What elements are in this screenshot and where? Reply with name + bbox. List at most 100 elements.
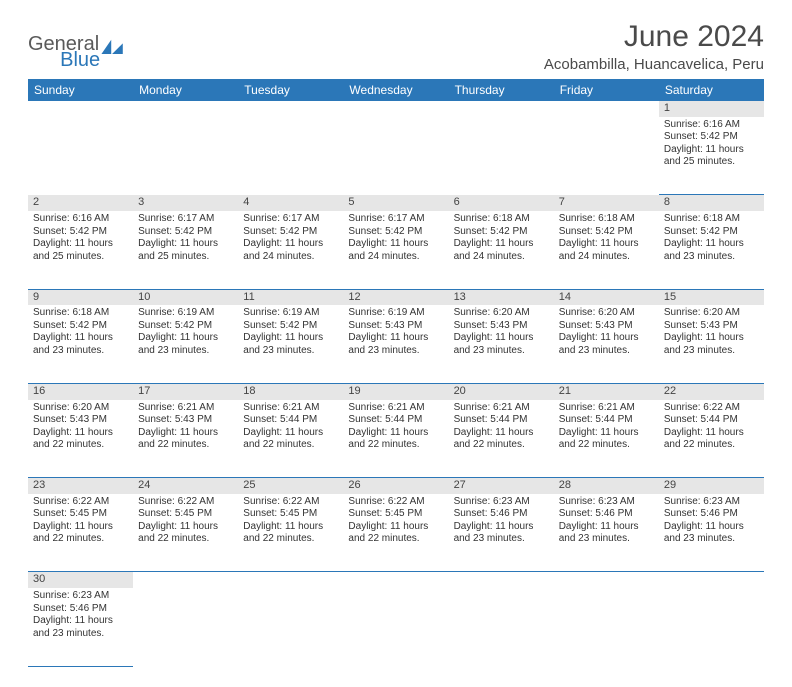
day-details-cell — [343, 588, 448, 666]
day-details-cell: Sunrise: 6:17 AMSunset: 5:42 PMDaylight:… — [238, 211, 343, 289]
day-number-cell: 8 — [659, 195, 764, 211]
sunrise-line: Sunrise: 6:16 AM — [33, 213, 128, 226]
sunset-line: Sunset: 5:45 PM — [243, 508, 338, 521]
day-number-cell: 3 — [133, 195, 238, 211]
day-details-cell: Sunrise: 6:18 AMSunset: 5:42 PMDaylight:… — [659, 211, 764, 289]
sunrise-line: Sunrise: 6:17 AM — [348, 213, 443, 226]
day-details-cell: Sunrise: 6:23 AMSunset: 5:46 PMDaylight:… — [449, 494, 554, 572]
day-number-cell: 6 — [449, 195, 554, 211]
daylight-line: Daylight: 11 hours and 22 minutes. — [559, 427, 654, 452]
weekday-header: Monday — [133, 79, 238, 101]
brand-logo: GeneralBlue — [28, 34, 126, 70]
day-details-cell: Sunrise: 6:19 AMSunset: 5:42 PMDaylight:… — [133, 305, 238, 383]
day-details-cell: Sunrise: 6:21 AMSunset: 5:43 PMDaylight:… — [133, 400, 238, 478]
title-block: June 2024 Acobambilla, Huancavelica, Per… — [544, 20, 764, 73]
sunset-line: Sunset: 5:42 PM — [243, 226, 338, 239]
day-details-cell: Sunrise: 6:21 AMSunset: 5:44 PMDaylight:… — [238, 400, 343, 478]
day-number-cell: 18 — [238, 383, 343, 399]
daylight-line: Daylight: 11 hours and 22 minutes. — [138, 521, 233, 546]
weekday-header: Tuesday — [238, 79, 343, 101]
daylight-line: Daylight: 11 hours and 23 minutes. — [33, 615, 128, 640]
header: GeneralBlue June 2024 Acobambilla, Huanc… — [28, 20, 764, 73]
sunrise-line: Sunrise: 6:21 AM — [138, 402, 233, 415]
day-details-cell: Sunrise: 6:18 AMSunset: 5:42 PMDaylight:… — [449, 211, 554, 289]
day-number-cell — [133, 572, 238, 588]
daylight-line: Daylight: 11 hours and 23 minutes. — [664, 332, 759, 357]
day-details-cell — [238, 117, 343, 195]
daylight-line: Daylight: 11 hours and 23 minutes. — [454, 332, 549, 357]
sunset-line: Sunset: 5:43 PM — [138, 414, 233, 427]
sunrise-line: Sunrise: 6:16 AM — [664, 119, 759, 132]
sunset-line: Sunset: 5:42 PM — [138, 320, 233, 333]
day-number-cell: 10 — [133, 289, 238, 305]
sunrise-line: Sunrise: 6:20 AM — [664, 307, 759, 320]
day-number-cell — [133, 101, 238, 117]
daylight-line: Daylight: 11 hours and 22 minutes. — [664, 427, 759, 452]
daylight-line: Daylight: 11 hours and 22 minutes. — [348, 521, 443, 546]
day-details-row: Sunrise: 6:16 AM Sunset: 5:42 PM Daylight:… — [28, 211, 764, 289]
day-number-cell — [238, 572, 343, 588]
day-number-cell: 5 — [343, 195, 448, 211]
sunset-line: Sunset: 5:43 PM — [33, 414, 128, 427]
day-number-cell: 15 — [659, 289, 764, 305]
day-details-cell: Sunrise: 6:16 AMSunset: 5:42 PMDaylight:… — [28, 211, 133, 289]
day-number-cell: 21 — [554, 383, 659, 399]
daylight-line: Daylight: 11 hours and 24 minutes. — [559, 238, 654, 263]
daylight-line: Daylight: 11 hours and 23 minutes. — [664, 521, 759, 546]
location-label: Acobambilla, Huancavelica, Peru — [544, 56, 764, 73]
sunrise-line: Sunrise: 6:21 AM — [454, 402, 549, 415]
day-details-cell: Sunrise: 6:22 AMSunset: 5:45 PMDaylight:… — [343, 494, 448, 572]
daylight-line: Daylight: 11 hours and 22 minutes. — [243, 427, 338, 452]
day-number-cell: 25 — [238, 478, 343, 494]
daylight-line: Daylight: 11 hours and 22 minutes. — [348, 427, 443, 452]
sunrise-line: Sunrise: 6:20 AM — [454, 307, 549, 320]
day-number-cell — [343, 572, 448, 588]
day-number-cell: 20 — [449, 383, 554, 399]
day-details-cell: Sunrise: 6:22 AMSunset: 5:44 PMDaylight:… — [659, 400, 764, 478]
sunrise-line: Sunrise: 6:23 AM — [559, 496, 654, 509]
day-details-cell: Sunrise: 6:22 AMSunset: 5:45 PMDaylight:… — [28, 494, 133, 572]
day-details-cell: Sunrise: 6:23 AMSunset: 5:46 PMDaylight:… — [28, 588, 133, 666]
day-number-cell: 27 — [449, 478, 554, 494]
weekday-header: Sunday — [28, 79, 133, 101]
sunrise-line: Sunrise: 6:19 AM — [243, 307, 338, 320]
sunrise-line: Sunrise: 6:22 AM — [138, 496, 233, 509]
day-details-cell — [133, 117, 238, 195]
day-details-cell: Sunrise: 6:22 AMSunset: 5:45 PMDaylight:… — [238, 494, 343, 572]
sunset-line: Sunset: 5:45 PM — [348, 508, 443, 521]
sunset-line: Sunset: 5:42 PM — [664, 131, 759, 144]
daylight-line: Daylight: 11 hours and 22 minutes. — [33, 427, 128, 452]
sunset-line: Sunset: 5:46 PM — [559, 508, 654, 521]
sunrise-line: Sunrise: 6:17 AM — [243, 213, 338, 226]
weekday-header: Friday — [554, 79, 659, 101]
sunset-line: Sunset: 5:42 PM — [138, 226, 233, 239]
daylight-line: Daylight: 11 hours and 23 minutes. — [243, 332, 338, 357]
sunset-line: Sunset: 5:46 PM — [33, 603, 128, 616]
day-number-cell: 7 — [554, 195, 659, 211]
sunset-line: Sunset: 5:42 PM — [664, 226, 759, 239]
day-number-cell: 24 — [133, 478, 238, 494]
day-number-row: 23242526272829 — [28, 478, 764, 494]
month-title: June 2024 — [544, 20, 764, 54]
day-details-cell: Sunrise: 6:21 AMSunset: 5:44 PMDaylight:… — [449, 400, 554, 478]
sunset-line: Sunset: 5:42 PM — [243, 320, 338, 333]
sunset-line: Sunset: 5:43 PM — [664, 320, 759, 333]
sunset-line: Sunset: 5:42 PM — [454, 226, 549, 239]
daylight-line: Daylight: 11 hours and 22 minutes. — [33, 521, 128, 546]
day-details-cell — [449, 588, 554, 666]
daylight-line: Daylight: 11 hours and 22 minutes. — [138, 427, 233, 452]
sunset-line: Sunset: 5:44 PM — [559, 414, 654, 427]
sunrise-line: Sunrise: 6:19 AM — [348, 307, 443, 320]
day-number-cell: 26 — [343, 478, 448, 494]
sunset-line: Sunset: 5:46 PM — [454, 508, 549, 521]
day-number-cell — [554, 572, 659, 588]
day-details-cell: Sunrise: 6:17 AMSunset: 5:42 PMDaylight:… — [343, 211, 448, 289]
day-number-cell — [28, 101, 133, 117]
daylight-line: Daylight: 11 hours and 23 minutes. — [454, 521, 549, 546]
day-details-cell: Sunrise: 6:20 AMSunset: 5:43 PMDaylight:… — [554, 305, 659, 383]
day-number-cell: 30 — [28, 572, 133, 588]
sunset-line: Sunset: 5:42 PM — [33, 320, 128, 333]
daylight-line: Daylight: 11 hours and 22 minutes. — [454, 427, 549, 452]
sunrise-line: Sunrise: 6:22 AM — [243, 496, 338, 509]
sunset-line: Sunset: 5:46 PM — [664, 508, 759, 521]
